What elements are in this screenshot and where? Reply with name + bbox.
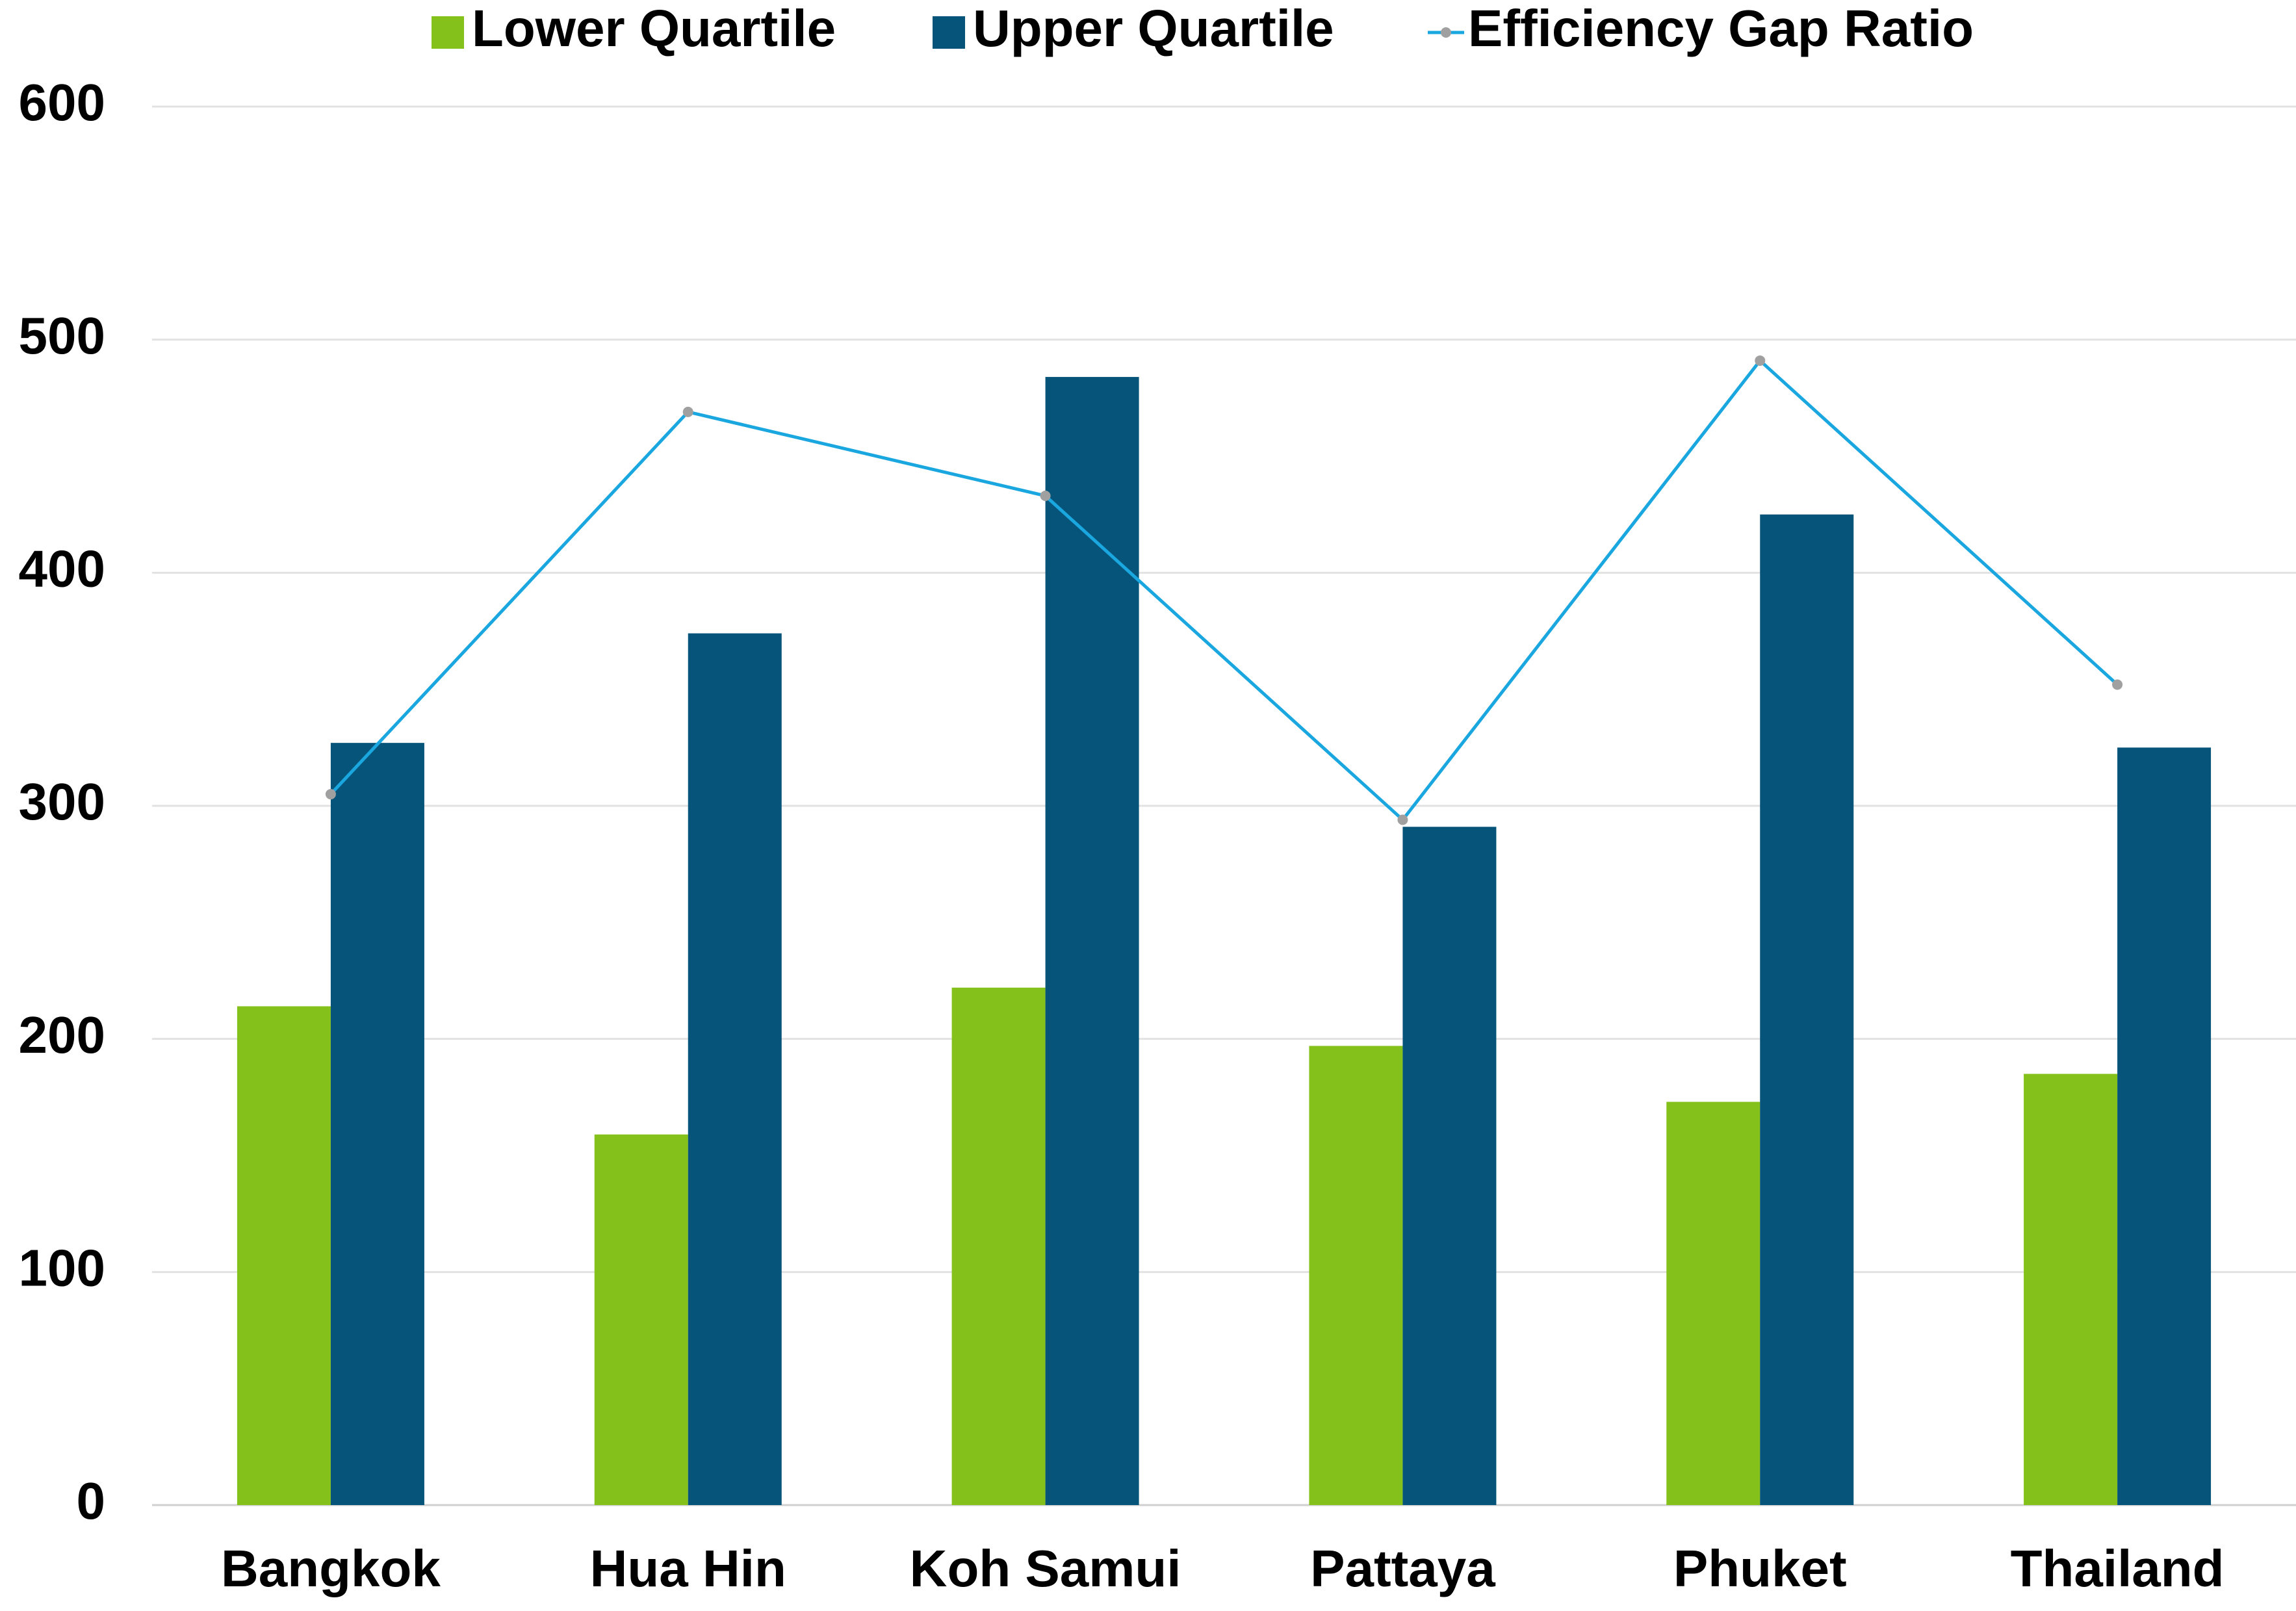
x-tick-label: Pattaya bbox=[1310, 1540, 1495, 1597]
bar bbox=[1666, 1102, 1761, 1505]
x-tick-label: Phuket bbox=[1673, 1540, 1847, 1597]
y-tick-label: 200 bbox=[19, 1006, 105, 1064]
legend-label: Efficiency Gap Ratio bbox=[1468, 0, 1974, 57]
bar bbox=[1309, 1046, 1403, 1505]
line-marker bbox=[2112, 679, 2123, 690]
bar bbox=[951, 987, 1046, 1505]
bar bbox=[1760, 514, 1854, 1505]
line-marker bbox=[1040, 490, 1051, 501]
legend-swatch bbox=[432, 16, 464, 49]
bar bbox=[1402, 827, 1497, 1505]
x-tick-label: Koh Samui bbox=[910, 1540, 1181, 1597]
bar bbox=[2024, 1074, 2118, 1505]
legend-label: Upper Quartile bbox=[973, 0, 1334, 57]
line-marker bbox=[1397, 814, 1408, 825]
legend-swatch bbox=[933, 16, 965, 49]
y-tick-label: 500 bbox=[19, 307, 105, 365]
line-marker bbox=[1755, 355, 1766, 366]
legend-marker bbox=[1441, 27, 1451, 38]
y-tick-label: 300 bbox=[19, 773, 105, 831]
bar bbox=[330, 743, 424, 1505]
line-marker bbox=[325, 789, 336, 800]
line-marker bbox=[682, 406, 693, 417]
y-tick-label: 600 bbox=[19, 73, 105, 131]
x-tick-label: Hua Hin bbox=[590, 1540, 786, 1597]
y-tick-label: 100 bbox=[19, 1239, 105, 1296]
bar bbox=[2117, 747, 2212, 1505]
y-tick-label: 0 bbox=[77, 1472, 106, 1530]
legend-label: Lower Quartile bbox=[472, 0, 836, 57]
bar bbox=[594, 1134, 688, 1505]
bar bbox=[237, 1006, 331, 1505]
line bbox=[329, 358, 2119, 823]
x-tick-label: Thailand bbox=[2011, 1540, 2225, 1597]
bar bbox=[1045, 377, 1139, 1505]
x-tick-label: Bangkok bbox=[221, 1540, 441, 1597]
bar bbox=[688, 633, 782, 1505]
y-tick-label: 400 bbox=[19, 539, 105, 597]
